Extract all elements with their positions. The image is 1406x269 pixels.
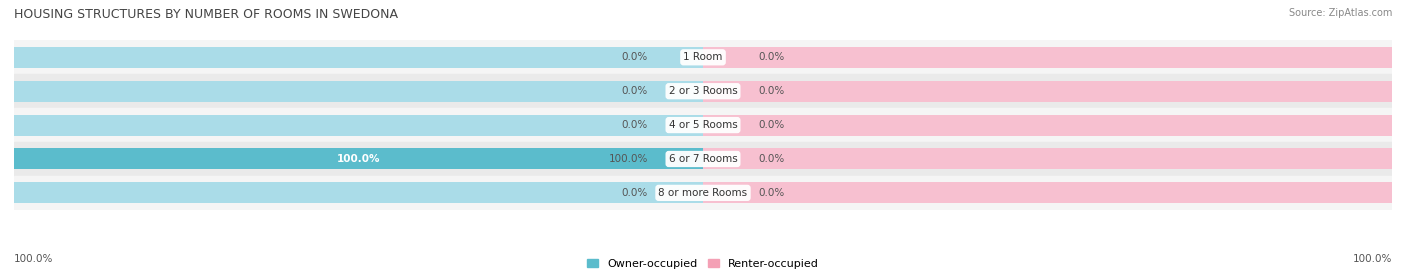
Bar <box>14 47 703 68</box>
Text: 0.0%: 0.0% <box>621 86 648 96</box>
Text: 0.0%: 0.0% <box>758 86 785 96</box>
Bar <box>14 115 703 136</box>
Legend: Owner-occupied, Renter-occupied: Owner-occupied, Renter-occupied <box>586 259 820 269</box>
Text: Source: ZipAtlas.com: Source: ZipAtlas.com <box>1288 8 1392 18</box>
Text: 1 Room: 1 Room <box>683 52 723 62</box>
Bar <box>703 148 1392 169</box>
Text: 100.0%: 100.0% <box>1353 254 1392 264</box>
Text: 100.0%: 100.0% <box>337 154 380 164</box>
Text: 100.0%: 100.0% <box>609 154 648 164</box>
Bar <box>703 47 1392 68</box>
Bar <box>14 74 1392 108</box>
Text: 4 or 5 Rooms: 4 or 5 Rooms <box>669 120 737 130</box>
Bar <box>14 40 1392 74</box>
Text: 0.0%: 0.0% <box>621 120 648 130</box>
Text: 0.0%: 0.0% <box>621 188 648 198</box>
Bar <box>14 176 1392 210</box>
Text: 100.0%: 100.0% <box>14 254 53 264</box>
Text: 0.0%: 0.0% <box>758 120 785 130</box>
Text: 8 or more Rooms: 8 or more Rooms <box>658 188 748 198</box>
Text: 0.0%: 0.0% <box>758 52 785 62</box>
Bar <box>14 142 1392 176</box>
Text: 6 or 7 Rooms: 6 or 7 Rooms <box>669 154 737 164</box>
Bar <box>703 81 1392 102</box>
Text: 0.0%: 0.0% <box>758 188 785 198</box>
Text: 0.0%: 0.0% <box>621 52 648 62</box>
Bar <box>14 108 1392 142</box>
Text: HOUSING STRUCTURES BY NUMBER OF ROOMS IN SWEDONA: HOUSING STRUCTURES BY NUMBER OF ROOMS IN… <box>14 8 398 21</box>
Bar <box>703 115 1392 136</box>
Text: 2 or 3 Rooms: 2 or 3 Rooms <box>669 86 737 96</box>
Bar <box>14 148 703 169</box>
Bar <box>14 148 703 169</box>
Bar <box>703 182 1392 203</box>
Bar <box>14 182 703 203</box>
Text: 0.0%: 0.0% <box>758 154 785 164</box>
Bar <box>14 81 703 102</box>
